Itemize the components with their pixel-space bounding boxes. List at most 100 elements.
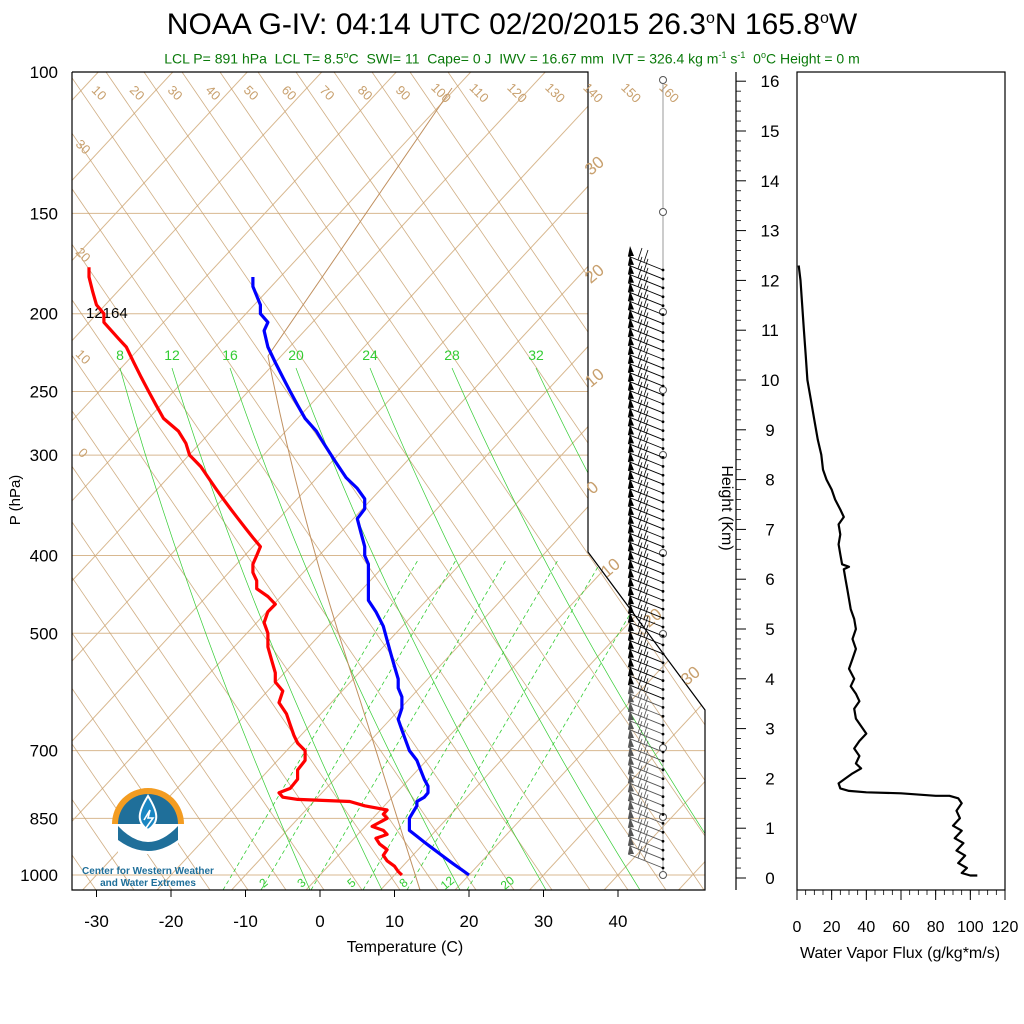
wind-barb-pennant — [628, 629, 634, 640]
adiabat-top-label: 50 — [241, 82, 262, 103]
wind-barb-feather — [637, 274, 643, 287]
wind-barb-feather — [643, 356, 649, 370]
wind-barb-dot — [661, 607, 665, 611]
wind-barb — [627, 791, 664, 806]
wind-barb — [627, 425, 664, 440]
wind-barb-feather — [643, 437, 649, 450]
wind-barb — [627, 808, 664, 824]
wind-barb-dot — [661, 643, 665, 647]
height-tick-label: 10 — [761, 371, 780, 390]
wind-barb — [627, 523, 664, 539]
wind-barb-pennant — [628, 727, 634, 738]
height-tick-label: 1 — [765, 819, 774, 838]
wind-barb — [627, 371, 664, 387]
wind-barb-feather — [643, 562, 649, 575]
wind-barb-pennant — [628, 603, 634, 614]
mixing-ratio-dashed — [466, 559, 663, 890]
x-tick-label: -10 — [233, 912, 258, 931]
wind-barb-dot — [661, 777, 665, 781]
wind-barb-pennant — [628, 513, 634, 524]
wind-barb-feather — [643, 633, 649, 646]
wind-barb-pennant — [628, 344, 634, 355]
wind-barb-pennant — [628, 272, 634, 283]
height-tick-label: 6 — [765, 570, 774, 589]
isotherm-line — [229, 72, 705, 890]
wind-barb-feather — [637, 354, 643, 368]
wind-barb-dot — [661, 331, 665, 334]
wind-barb-feather — [637, 426, 643, 439]
wind-barb-dot — [661, 804, 665, 807]
adiabat-left-label: 0 — [75, 445, 91, 461]
wind-barb-dot — [661, 732, 665, 736]
wind-barb — [627, 541, 664, 557]
wind-barb — [627, 844, 664, 860]
adiabat-top-label: 110 — [467, 80, 492, 105]
x-tick-label: 10 — [385, 912, 404, 931]
wind-barb-feather — [643, 847, 649, 861]
wind-barb-pennant — [628, 406, 634, 417]
wind-barb-feather — [643, 428, 649, 441]
wind-barb-feather — [637, 515, 643, 528]
wind-barb-pennant — [628, 754, 634, 765]
wind-barb-pennant — [628, 263, 634, 274]
wind-barb-pennant — [628, 451, 634, 462]
flux-x-tick-label: 20 — [823, 919, 841, 936]
wind-barb-pennant — [628, 433, 634, 444]
wind-barb-dot — [661, 786, 665, 790]
wind-barb-feather — [643, 339, 649, 352]
wind-barb-feather — [637, 845, 643, 859]
wind-barb — [627, 326, 664, 342]
wind-barb — [627, 416, 664, 432]
adiabat-top-label: 160 — [656, 80, 682, 106]
mixing-ratio-label: 8 — [116, 347, 124, 363]
wind-barb-feather — [643, 544, 649, 557]
wind-barb-dot — [661, 670, 665, 674]
isotherm-line — [676, 72, 705, 890]
wind-barb — [627, 719, 664, 735]
adiabat-top-label: 140 — [580, 80, 606, 106]
wind-barb-pennant — [628, 745, 634, 756]
wind-barb — [627, 309, 664, 324]
wind-barb-pennant — [628, 362, 634, 373]
x-tick-label: 0 — [315, 912, 324, 931]
temperature-profile — [87, 267, 403, 877]
dry-adiabat — [181, 72, 705, 890]
wind-barb-pennant — [628, 835, 634, 846]
wind-barb-dot — [661, 652, 665, 656]
wind-barb-dot — [661, 563, 665, 566]
wind-barb — [627, 773, 664, 789]
barb-level-circle — [659, 744, 667, 752]
wind-barb-pennant — [628, 594, 634, 605]
wind-barb-dot — [661, 482, 665, 486]
wind-barb-feather — [643, 803, 649, 816]
wind-barb-feather — [637, 301, 643, 314]
wind-barb-dot — [661, 589, 665, 593]
wind-barb-feather — [643, 553, 649, 566]
adiabat-left-label: 20 — [73, 244, 94, 265]
wind-barb-pennant — [628, 808, 634, 819]
isotherm-side-label: 20 — [581, 260, 608, 287]
isotherm-side-label: 10 — [581, 364, 608, 391]
adiabat-top-label: 10 — [89, 82, 110, 103]
wind-barb-feather — [637, 720, 643, 734]
wind-barb-dot — [661, 518, 665, 522]
wind-barb-feather — [643, 508, 649, 521]
dry-adiabat — [72, 72, 401, 890]
wind-barb-feather — [637, 738, 643, 752]
wind-barb — [627, 603, 664, 619]
wind-barb-feather — [643, 249, 649, 263]
mixing-ratio-label: 32 — [528, 347, 544, 363]
wind-barb-pennant — [628, 299, 634, 310]
dry-adiabat — [72, 72, 553, 890]
mixing-ratio-dashed — [222, 559, 419, 890]
wind-barb-pennant — [628, 531, 634, 542]
wind-barb-feather — [643, 499, 649, 513]
wind-barb-feather — [643, 267, 649, 280]
wind-barb-feather — [643, 303, 649, 316]
wind-barb-pennant — [628, 799, 634, 810]
wind-barb-feather — [637, 310, 643, 323]
wind-barb — [627, 255, 664, 271]
plot-frame — [71, 71, 706, 891]
wind-barb-feather — [643, 330, 649, 343]
wind-barb-dot — [661, 705, 665, 709]
